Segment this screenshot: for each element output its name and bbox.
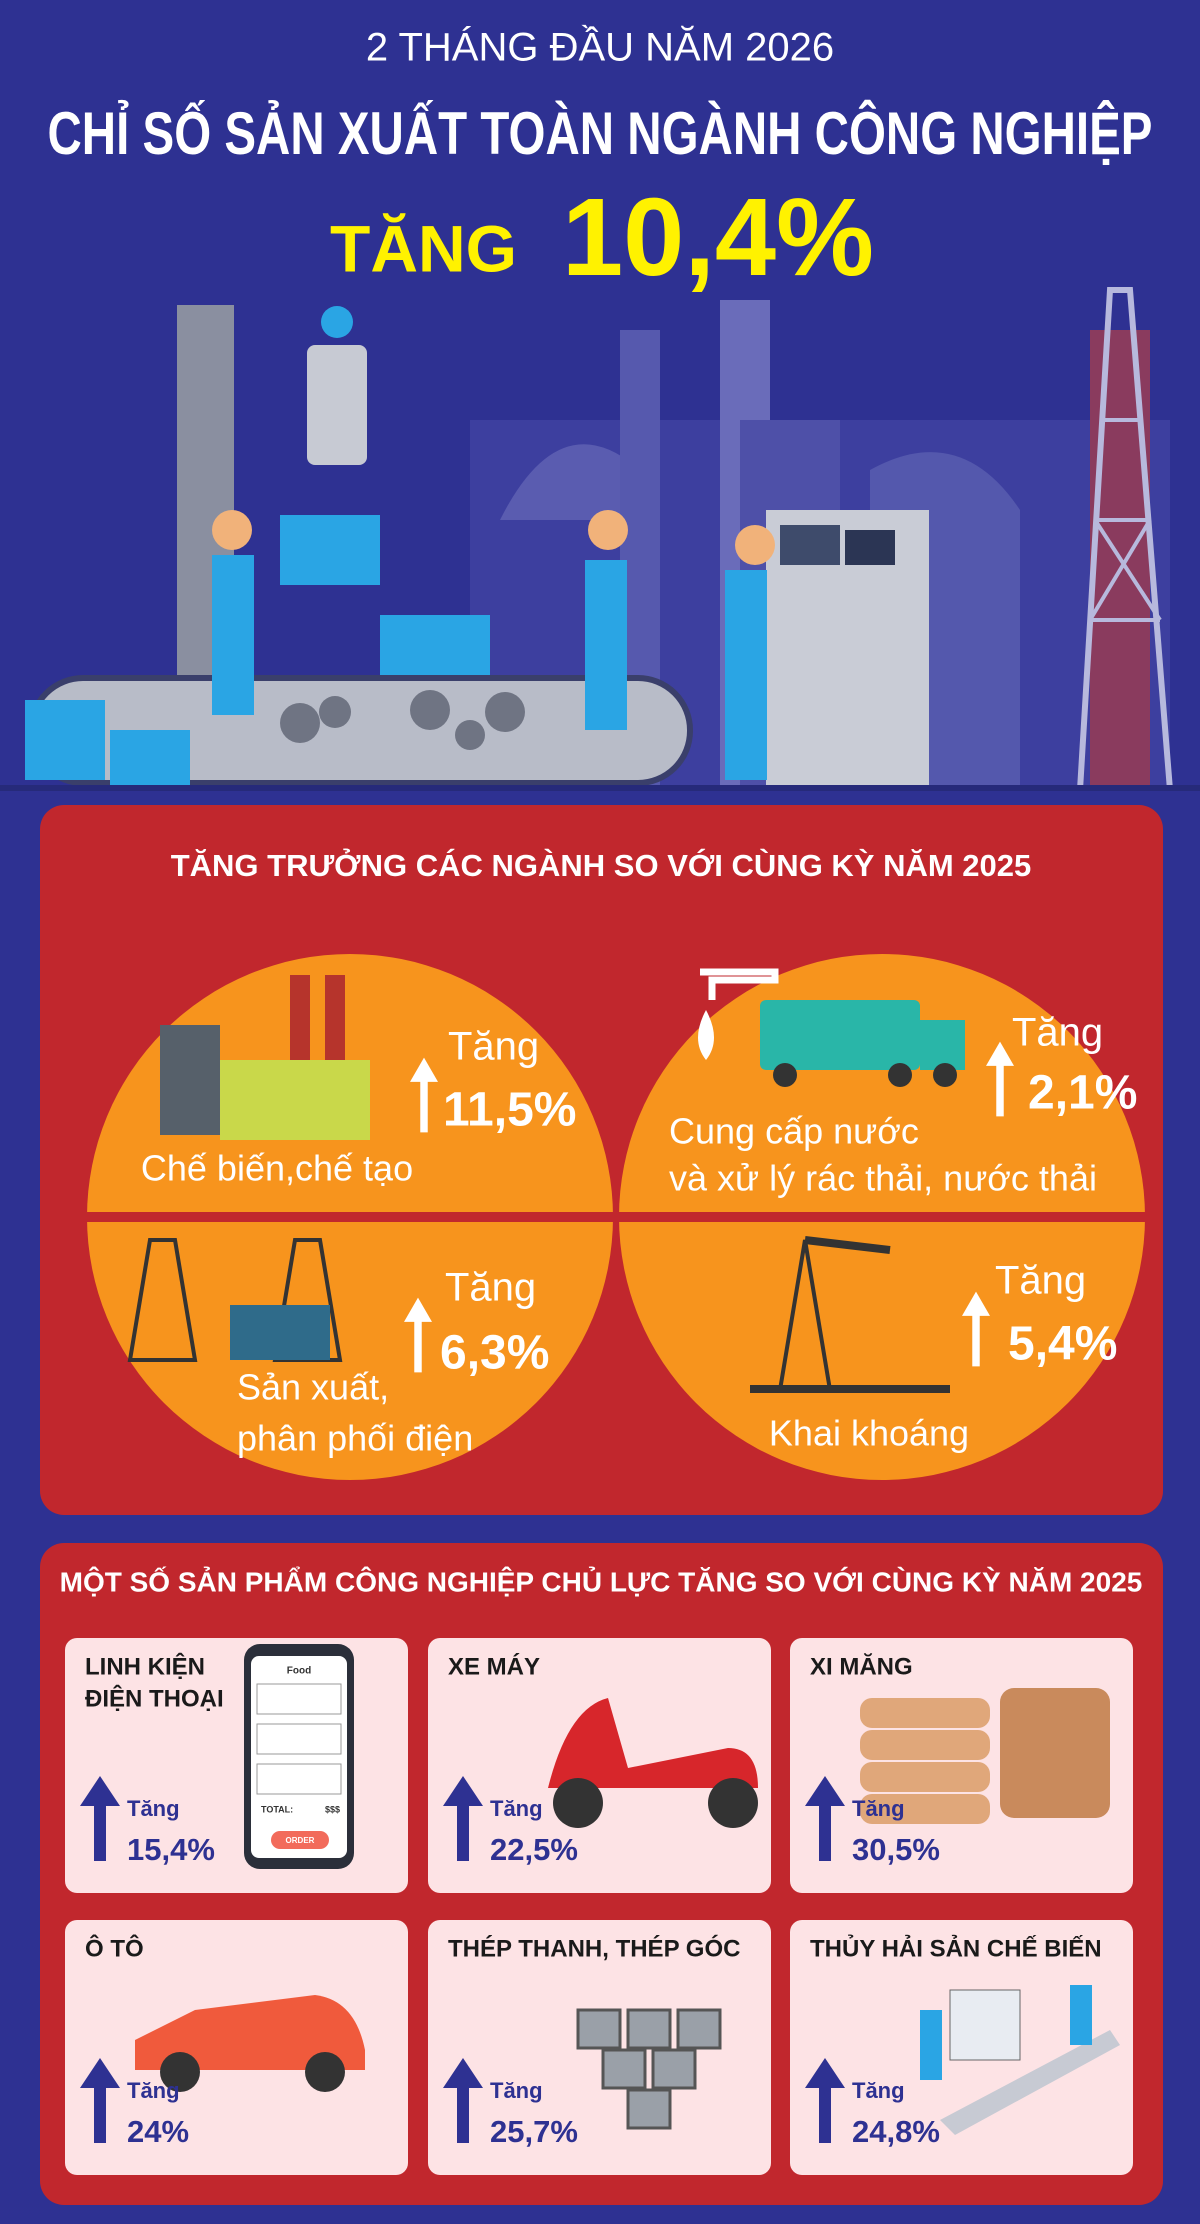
product-value: 30,5% <box>852 1832 940 1867</box>
scooter <box>548 1698 758 1788</box>
sector-name: Cung cấp nước <box>669 1111 919 1152</box>
product-name: XI MĂNG <box>810 1652 913 1680</box>
sector-value: 11,5% <box>443 1084 576 1137</box>
product-cards: Food TOTAL: $$$ ORDER LINH KIỆN ĐIỆN THOẠI Tăn… <box>65 1638 1133 2175</box>
conveyor <box>940 2030 1120 2135</box>
product-label: Tăng <box>852 2078 905 2103</box>
product-name: Ô TÔ <box>85 1934 144 1962</box>
factory-illustration <box>0 287 1200 791</box>
wheel <box>708 1778 758 1828</box>
sector-icons <box>127 968 965 1393</box>
sector-name: Sản xuất, <box>237 1367 389 1408</box>
product-name: THỦY HẢI SẢN CHẾ BIẾN <box>810 1933 1102 1962</box>
sector-name: Chế biến,chế tạo <box>141 1148 413 1189</box>
product-name: LINH KIỆN <box>85 1652 205 1680</box>
phone-text: TOTAL: <box>261 1804 293 1814</box>
steel-pipe <box>676 2008 722 2050</box>
worker <box>920 2010 942 2080</box>
steel-pipe <box>576 2008 622 2050</box>
phone-item <box>256 1763 342 1795</box>
sector-label: Tăng <box>995 1259 1086 1303</box>
sector-value: 5,4% <box>1008 1318 1117 1371</box>
product-label: Tăng <box>490 2078 543 2103</box>
steel-pipe <box>626 2088 672 2130</box>
divider <box>80 1212 1150 1222</box>
product-label: Tăng <box>490 1796 543 1821</box>
cement-bag <box>860 1730 990 1760</box>
phone-screen <box>251 1656 347 1858</box>
product-card: THÉP THANH, THÉP GÓC Tăng 25,7% <box>428 1920 771 2175</box>
wheel <box>553 1778 603 1828</box>
phone-text: ORDER <box>286 1836 315 1845</box>
subtitle: 2 THÁNG ĐẦU NĂM 2026 <box>366 24 834 70</box>
phone-button <box>271 1831 329 1849</box>
worker <box>1070 1985 1092 2045</box>
car <box>135 1995 365 2070</box>
product-label: Tăng <box>127 2078 180 2103</box>
product-card: Ô TÔ Tăng 24% <box>65 1920 408 2175</box>
phone-item <box>256 1683 342 1715</box>
product-value: 25,7% <box>490 2114 578 2149</box>
highlight-value: 10,4% <box>562 176 874 299</box>
product-value: 22,5% <box>490 1832 578 1867</box>
cement-bag <box>1000 1688 1110 1818</box>
steel-pipe <box>626 2008 672 2050</box>
phone-item <box>256 1723 342 1755</box>
steel-pipe <box>651 2048 697 2090</box>
product-name: ĐIỆN THOẠI <box>85 1684 224 1712</box>
sector-name: và xử lý rác thải, nước thải <box>669 1158 1097 1199</box>
machine <box>949 1989 1021 2061</box>
product-card: XE MÁY Tăng 22,5% <box>428 1638 771 1893</box>
sector-label: Tăng <box>448 1025 539 1069</box>
wheel <box>160 2052 200 2092</box>
product-label: Tăng <box>127 1796 180 1821</box>
sector-label: Tăng <box>445 1266 536 1310</box>
steel-pipe <box>601 2048 647 2090</box>
cement-bag <box>860 1794 990 1824</box>
title: CHỈ SỐ SẢN XUẤT TOÀN NGÀNH CÔNG NGHIỆP <box>48 100 1153 167</box>
product-card: XI MĂNG Tăng 30,5% <box>790 1638 1133 1893</box>
product-name: XE MÁY <box>448 1652 540 1680</box>
product-label: Tăng <box>852 1796 905 1821</box>
products-title: MỘT SỐ SẢN PHẨM CÔNG NGHIỆP CHỦ LỰC TĂNG… <box>60 1565 1143 1597</box>
sector-name: Khai khoáng <box>769 1413 969 1454</box>
sector-label: Tăng <box>1012 1011 1103 1055</box>
phone-text: Food <box>287 1666 311 1677</box>
wheel <box>305 2052 345 2092</box>
cement-bag <box>860 1762 990 1792</box>
highlight-prefix: TĂNG <box>330 211 517 285</box>
phone-text: $$$ <box>325 1804 340 1814</box>
sector-value: 2,1% <box>1028 1067 1137 1120</box>
product-value: 24,8% <box>852 2114 940 2149</box>
product-name: THÉP THANH, THÉP GÓC <box>448 1934 740 1962</box>
product-card: Food TOTAL: $$$ ORDER LINH KIỆN ĐIỆN THOẠI Tăn… <box>65 1638 408 1893</box>
sector-value: 6,3% <box>440 1327 549 1380</box>
cement-bag <box>860 1698 990 1728</box>
sectors-title: TĂNG TRƯỞNG CÁC NGÀNH SO VỚI CÙNG KỲ NĂM… <box>171 847 1032 883</box>
product-card: THỦY HẢI SẢN CHẾ BIẾN Tăng 24,8% <box>790 1920 1133 2175</box>
product-value: 15,4% <box>127 1832 215 1867</box>
sector-name: phân phối điện <box>237 1418 473 1459</box>
product-value: 24% <box>127 2114 189 2149</box>
